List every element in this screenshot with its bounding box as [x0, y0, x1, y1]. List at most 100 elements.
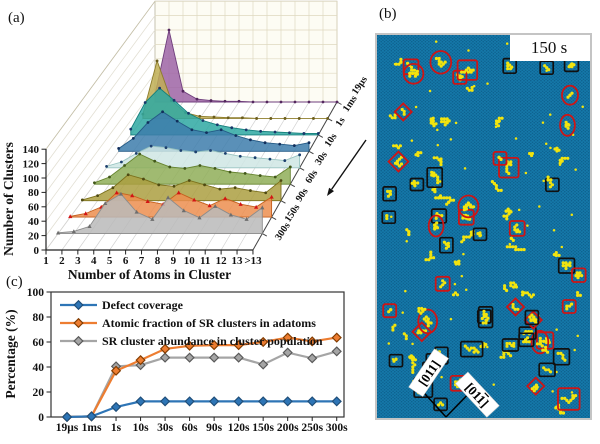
adatom	[496, 124, 501, 128]
red-square-annotation	[557, 387, 581, 411]
data-marker	[159, 343, 171, 355]
adatom	[432, 256, 436, 260]
data-marker	[238, 154, 242, 158]
single-adatom	[492, 383, 495, 386]
adatom	[535, 342, 540, 346]
adatom	[566, 95, 570, 99]
sr-cluster-box-annotation	[409, 177, 425, 192]
adatom	[494, 184, 498, 188]
adatom-cluster	[490, 180, 503, 192]
series-2	[61, 346, 342, 423]
adatom	[402, 112, 406, 116]
single-adatom	[449, 317, 453, 321]
adatom	[567, 400, 571, 404]
adatom	[480, 316, 484, 321]
adatom	[509, 163, 513, 167]
adatom	[509, 236, 513, 240]
adatom	[451, 293, 456, 297]
adatom-cluster	[502, 214, 509, 221]
adatom-cluster	[509, 236, 515, 242]
depth-axis-label: 30s	[313, 150, 330, 168]
depth-tick	[318, 134, 324, 138]
adatom	[440, 117, 444, 121]
single-adatom	[414, 105, 418, 109]
adatom	[460, 75, 464, 79]
left-wall-gridline	[45, 29, 156, 179]
adatom	[431, 188, 435, 192]
adatom	[464, 68, 468, 72]
y-tick-label: 100	[27, 287, 45, 299]
adatom	[470, 88, 474, 92]
adatom	[467, 88, 471, 92]
adatom	[521, 293, 525, 297]
adatom	[571, 396, 575, 400]
adatom	[416, 181, 420, 185]
adatom-cluster	[386, 189, 392, 198]
adatom	[461, 216, 465, 220]
adatom	[404, 337, 408, 341]
adatom	[464, 203, 468, 207]
adatom-cluster	[505, 341, 516, 348]
depth-tick	[280, 200, 286, 204]
x-tick-label: 60s	[182, 422, 199, 434]
single-adatom	[428, 89, 432, 93]
adatom	[445, 196, 449, 200]
data-marker	[61, 411, 73, 423]
legend-label: SR cluster abundance in cluster populati…	[102, 334, 323, 348]
adatom	[548, 370, 553, 374]
waterfall-ridge-19μs	[153, 28, 339, 104]
adatom-cluster	[521, 290, 535, 299]
adatom	[534, 387, 538, 391]
adatom	[531, 293, 535, 297]
data-marker	[131, 136, 135, 140]
data-marker	[172, 184, 176, 188]
adatom	[486, 316, 490, 320]
data-marker	[331, 396, 342, 407]
adatom-cluster	[528, 313, 536, 322]
single-adatom	[401, 311, 404, 314]
adatom	[558, 158, 562, 162]
adatom	[560, 396, 564, 400]
single-adatom	[387, 342, 391, 345]
adatom	[437, 158, 441, 162]
data-marker	[223, 196, 228, 201]
x-tick-label: 10s	[133, 422, 150, 434]
adatom	[516, 307, 520, 311]
data-marker	[165, 195, 171, 200]
data-marker	[80, 198, 84, 202]
left-wall-gridline	[45, 72, 156, 222]
adatom	[509, 210, 513, 214]
adatom	[526, 336, 530, 340]
data-marker	[159, 352, 171, 363]
adatom	[519, 248, 523, 252]
data-marker	[157, 183, 161, 187]
single-adatom	[463, 167, 467, 170]
adatom-cluster	[528, 151, 534, 158]
data-marker	[288, 131, 291, 135]
adatom	[394, 144, 398, 148]
data-marker	[105, 164, 108, 168]
red-square-annotation	[508, 220, 526, 237]
adatom	[547, 68, 551, 72]
data-marker	[326, 117, 330, 120]
red-square-annotation	[561, 299, 577, 314]
data-marker	[159, 396, 171, 407]
time-arrow	[331, 139, 367, 190]
data-marker	[135, 354, 146, 366]
adatom	[511, 305, 515, 309]
data-marker	[103, 201, 108, 206]
adatom	[532, 389, 536, 393]
adatom	[554, 253, 558, 257]
adatom	[442, 196, 446, 200]
adatom	[437, 62, 441, 66]
y-tick-label: 140	[23, 144, 40, 156]
adatom-cluster	[566, 91, 574, 99]
adatom	[385, 216, 389, 221]
adatom	[514, 248, 518, 252]
adatom-cluster	[410, 179, 416, 186]
adatom	[394, 357, 398, 361]
adatom	[474, 348, 478, 352]
adatom	[467, 235, 471, 239]
adatom	[435, 225, 439, 229]
adatom	[472, 350, 476, 354]
